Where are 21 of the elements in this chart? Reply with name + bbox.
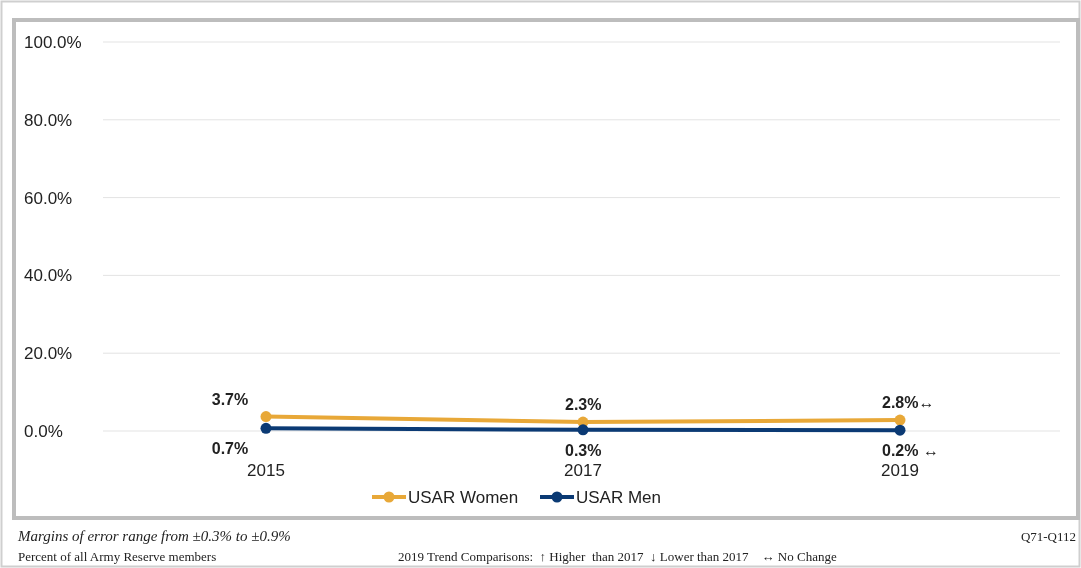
data-label: 0.7% [211, 440, 249, 458]
data-label: 2.8%↔ [882, 394, 935, 412]
data-label: 2.3% [565, 396, 602, 414]
x-tick-label: 2015 [247, 461, 285, 480]
legend-label: USAR Men [576, 488, 662, 507]
data-label: 0.2% ↔ [882, 442, 939, 460]
data-label: 3.7% [211, 390, 249, 408]
y-tick-label: 0.0% [24, 422, 63, 441]
x-tick-label: 2017 [564, 461, 602, 480]
text: Margins of error range from ±0.3% to ±0.9% [17, 528, 291, 544]
text: Percent of all Army Reserve members [18, 549, 217, 564]
text: Q71-Q112 [1020, 529, 1076, 544]
text: 2019 Trend Comparisons: ↑ Higher than 2017 ↓ Lower than 2017 ↔ No Change [398, 549, 837, 564]
x-tick-label: 2019 [881, 461, 919, 480]
legend-label: USAR Women [408, 488, 519, 507]
y-tick-label: 20.0% [24, 344, 73, 364]
y-tick-label: 40.0% [24, 266, 73, 286]
y-tick-label: 80.0% [24, 110, 73, 130]
y-tick-label: 100.0% [24, 33, 82, 52]
y-tick-label: 60.0% [24, 188, 73, 208]
data-label: 0.3% [565, 441, 602, 459]
